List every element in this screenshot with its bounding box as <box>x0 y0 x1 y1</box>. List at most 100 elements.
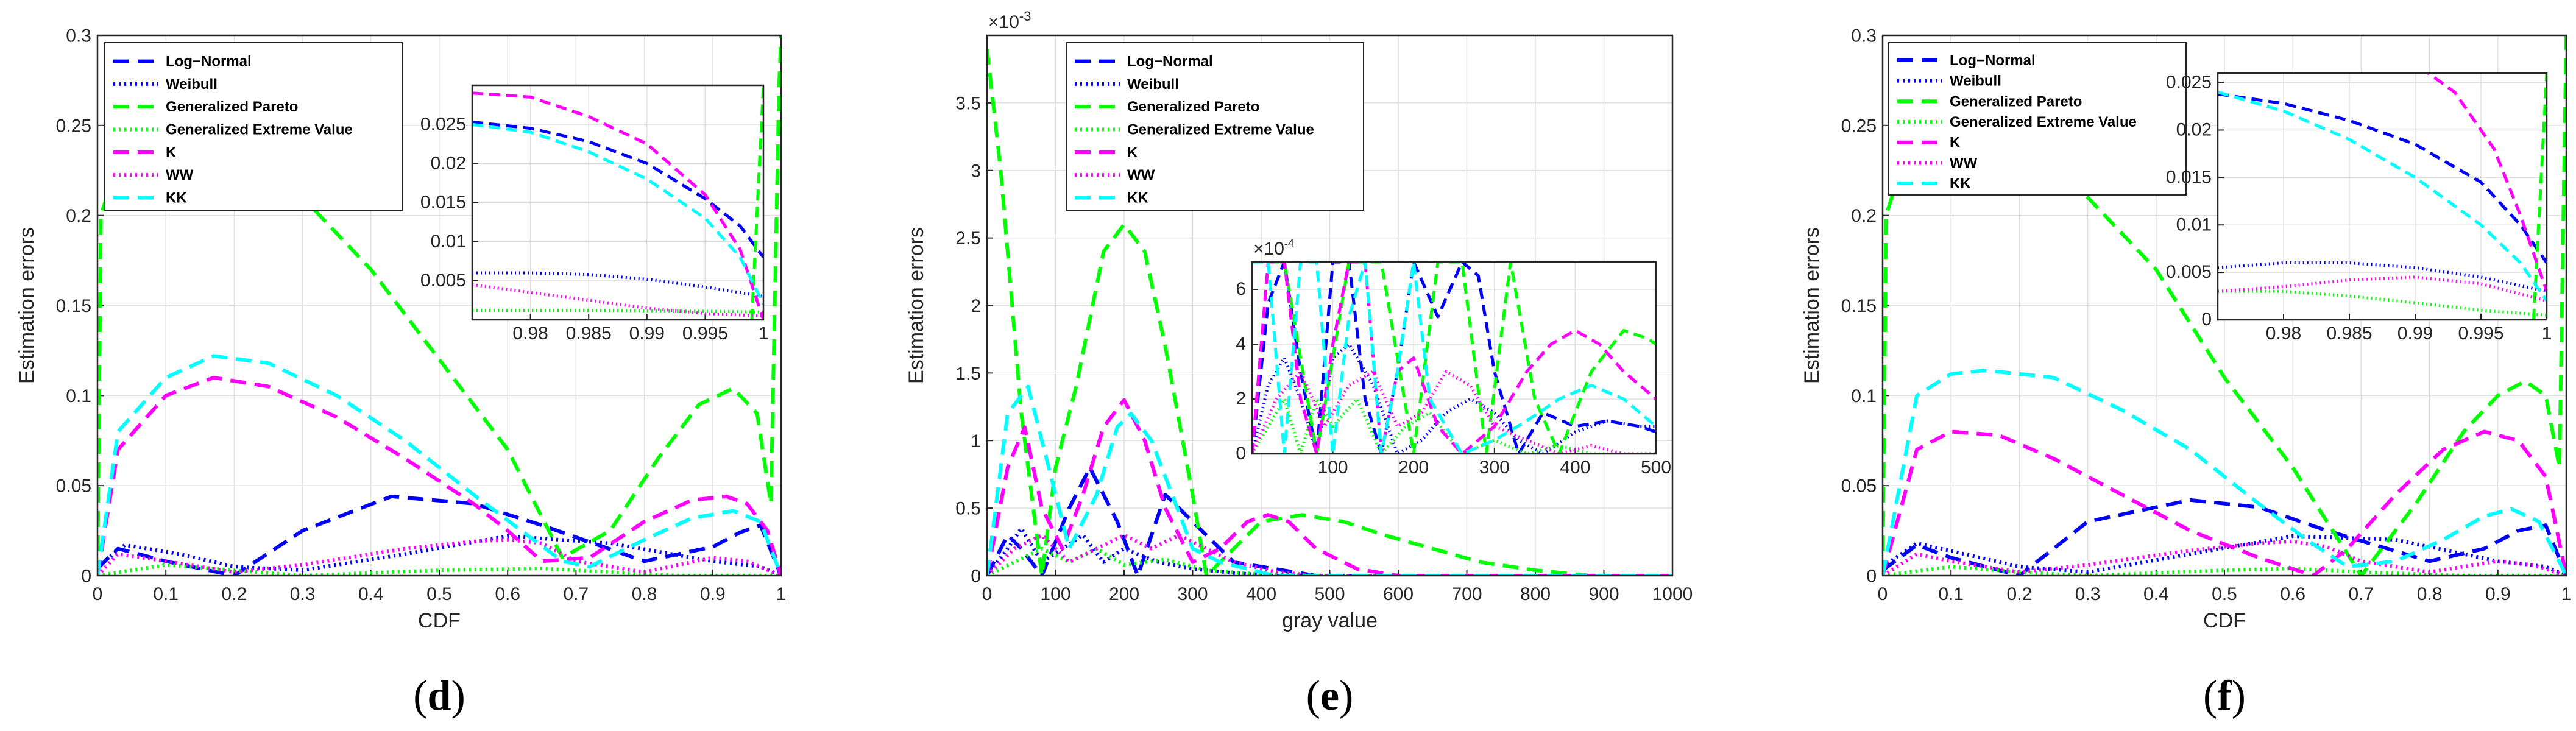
x-axis-label: CDF <box>2203 609 2246 632</box>
axes-frame <box>96 34 782 577</box>
series-group <box>1883 35 2566 576</box>
axes-frame <box>1881 34 2567 577</box>
x-tick-label: 1 <box>776 584 787 604</box>
series-line-generalized-pareto <box>1883 35 2566 576</box>
axes-frame <box>986 34 1674 577</box>
y-tick-label: 3.5 <box>955 93 981 113</box>
x-tick-label: 900 <box>1588 584 1619 604</box>
y-multiplier-base: ×10 <box>1253 239 1284 259</box>
series-group <box>1252 262 1656 454</box>
y-tick-label: 0.02 <box>2176 120 2212 140</box>
panel-label: (e) <box>1306 673 1354 719</box>
x-tick-label: 0.995 <box>2458 323 2503 344</box>
x-tick-label: 0.4 <box>2143 584 2169 604</box>
series-line-generalized-extreme-value <box>97 563 781 576</box>
x-tick-label: 0 <box>93 584 103 604</box>
x-tick-label: 300 <box>1177 584 1208 604</box>
y-tick-label: 0.3 <box>66 26 91 46</box>
y-multiplier-exponent: -4 <box>1284 238 1294 250</box>
x-tick-label: 0.4 <box>358 584 384 604</box>
x-tick-label: 0.1 <box>153 584 179 604</box>
y-tick-label: 0.025 <box>420 114 466 134</box>
x-tick-label: 0.99 <box>2397 323 2433 344</box>
y-tick-label: 0.25 <box>1841 116 1877 136</box>
y-tick-label: 0.25 <box>56 116 91 136</box>
y-tick-label: 2.5 <box>955 228 981 249</box>
x-tick-label: 100 <box>1318 457 1348 478</box>
legend: Log−Normal Weibull Generalized Pareto Gener… <box>104 42 403 211</box>
inset-frame <box>1251 261 1657 455</box>
series-line-generalized-pareto <box>2532 73 2547 320</box>
inset-background <box>2218 73 2547 320</box>
legend-entry: Generalized Extreme Value <box>166 122 353 138</box>
series-line-ww <box>97 537 781 576</box>
inset-frame <box>2217 72 2548 321</box>
y-tick-label: 1.5 <box>955 364 981 384</box>
x-tick-label: 0.7 <box>2349 584 2374 604</box>
y-tick-label: 1 <box>971 431 981 451</box>
legend-entry: K <box>166 144 177 161</box>
panel-label-close: ) <box>451 673 465 719</box>
x-tick-label: 800 <box>1520 584 1551 604</box>
x-tick-label: 0.8 <box>632 584 657 604</box>
legend-entry: WW <box>1950 155 1978 171</box>
y-tick-label: 0.1 <box>66 386 91 406</box>
y-tick-label: 0.005 <box>420 270 466 291</box>
legend-entry: Weibull <box>166 76 218 93</box>
legend-entry: Log−Normal <box>1127 54 1213 70</box>
y-tick-label: 0.015 <box>420 192 466 213</box>
chart-panel-f: 0 0.1 0.2 0.3 0.4 0.5 0.6 0.7 0.8 0.9 1 0 0.05 0.1 0.1… <box>1800 26 2571 720</box>
y-tick-label: 0.015 <box>2166 167 2212 187</box>
x-tick-label: 0.8 <box>2417 584 2443 604</box>
y-tick-label: 0 <box>1236 443 1246 464</box>
panel-label-close: ) <box>2232 673 2246 719</box>
legend-entry: KK <box>166 189 187 206</box>
panel-label-letter: e <box>1320 673 1339 719</box>
legend-entry: Log−Normal <box>1950 52 2036 69</box>
legend-box <box>1888 42 2187 196</box>
series-line-k <box>1252 262 1656 454</box>
y-tick-label: 0.025 <box>2166 72 2212 93</box>
x-tick-label: 0 <box>982 584 993 604</box>
legend-entry: Generalized Pareto <box>1127 99 1259 115</box>
series-line-kk <box>2218 90 2547 302</box>
y-tick-label: 0.1 <box>1851 386 1877 406</box>
series-line-generalized-extreme-value <box>987 546 1672 576</box>
x-axis-label: gray value <box>1282 609 1378 632</box>
y-tick-label: 0.15 <box>56 296 91 316</box>
series-line-k <box>97 375 781 576</box>
x-tick-label: 500 <box>1641 457 1671 478</box>
legend-entry: Generalized Pareto <box>166 99 298 115</box>
legend-box <box>1066 42 1364 211</box>
x-tick-label: 0.985 <box>2326 323 2372 344</box>
chart-panel-e: 0 100 200 300 400 500 600 700 800 900 100000.511.5… <box>905 9 1693 719</box>
x-tick-label: 0.9 <box>700 584 726 604</box>
y-tick-label: 6 <box>1236 279 1246 299</box>
legend-entry: Log−Normal <box>166 54 252 70</box>
series-line-kk <box>1252 262 1656 454</box>
x-tick-label: 0.6 <box>495 584 520 604</box>
series-line-kk <box>1883 368 2566 576</box>
legend-entry: Generalized Extreme Value <box>1950 114 2137 130</box>
legend-entry: KK <box>1950 175 1971 192</box>
y-tick-label: 2 <box>1236 389 1246 409</box>
y-tick-label: 0 <box>2201 309 2212 330</box>
x-tick-label: 0.99 <box>629 323 665 344</box>
series-line-log-normal <box>472 120 763 258</box>
inset-axes: 0.98 0.985 0.99 0.995 1 0.005 0.01 0.015 0.02 0.0… <box>420 84 768 344</box>
series-line-generalized-extreme-value <box>1252 397 1656 454</box>
x-tick-label: 0.1 <box>1938 584 1964 604</box>
series-line-k <box>1883 429 2566 576</box>
x-tick-label: 300 <box>1479 457 1510 478</box>
series-line-generalized-pareto <box>97 35 781 576</box>
legend-entry: KK <box>1127 189 1148 206</box>
y-tick-label: 0.05 <box>56 476 91 496</box>
y-tick-label: 0.01 <box>431 231 466 252</box>
x-tick-label: 1 <box>2561 584 2572 604</box>
series-line-weibull <box>1252 342 1656 454</box>
legend-entry: Generalized Extreme Value <box>1127 122 1314 138</box>
x-tick-label: 1 <box>2542 323 2552 344</box>
x-tick-label: 1000 <box>1652 584 1693 604</box>
series-group <box>472 85 763 320</box>
x-tick-label: 700 <box>1451 584 1482 604</box>
